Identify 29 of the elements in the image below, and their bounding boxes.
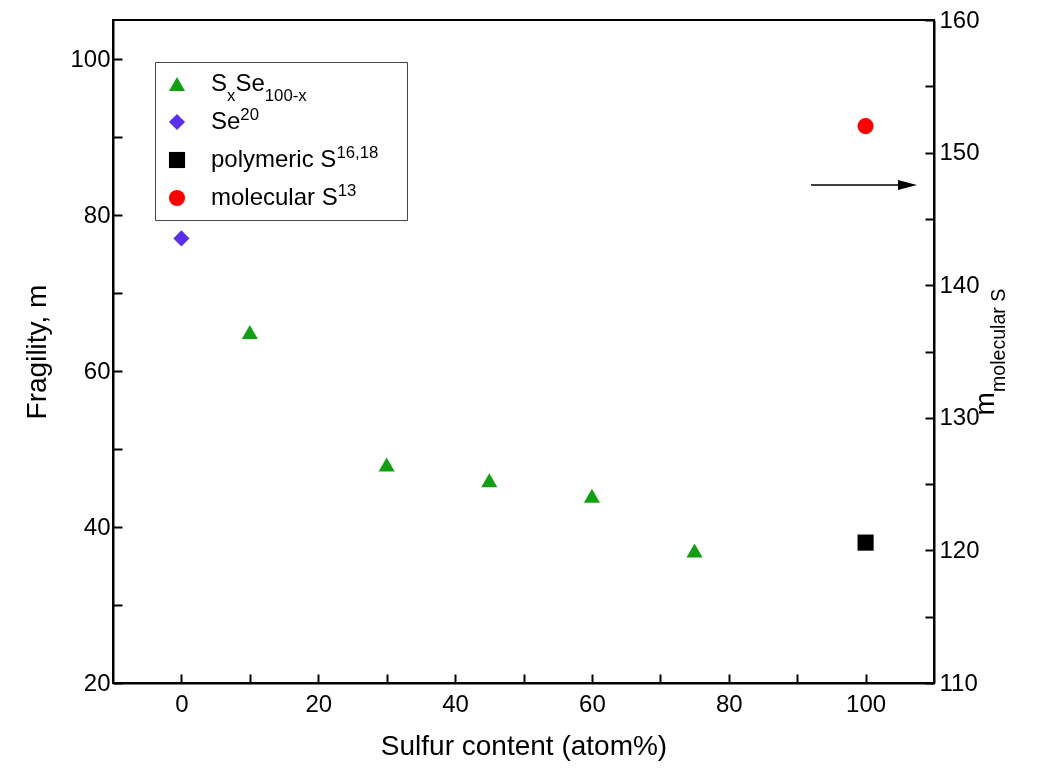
y-tick-label: 100 xyxy=(70,44,111,72)
y-tick-label: 20 xyxy=(83,668,111,696)
point xyxy=(583,488,600,503)
x-axis-title: Sulfur content (atom%) xyxy=(380,729,668,761)
point xyxy=(857,534,874,551)
x-tick-label: 20 xyxy=(305,689,333,717)
point xyxy=(378,457,395,472)
y-tick-label: 80 xyxy=(83,200,111,228)
point xyxy=(173,230,190,247)
legend-label: polymeric S$^{16,18}$ xyxy=(211,142,379,172)
x-tick-label: 100 xyxy=(846,689,887,717)
x-tick-label: 40 xyxy=(442,689,469,717)
y2-tick-label: 150 xyxy=(939,138,980,166)
y2-tick-label: 140 xyxy=(939,270,980,298)
x-tick-label: 80 xyxy=(715,689,743,717)
legend-label: Se$^{20}$ xyxy=(211,104,260,134)
y2-tick-label: 110 xyxy=(939,668,978,696)
point xyxy=(481,473,498,488)
y-axis-title: Fragility, m xyxy=(21,284,53,420)
point xyxy=(241,325,258,339)
point xyxy=(686,543,703,558)
y-tick-label: 60 xyxy=(83,356,111,384)
x-tick-label: 0 xyxy=(175,689,189,717)
legend-label: molecular S$^{13}$ xyxy=(211,180,357,210)
y-tick-label: 40 xyxy=(83,512,111,540)
x-tick-label: 60 xyxy=(579,689,606,717)
y2-tick-label: 120 xyxy=(939,535,980,563)
legend-label: S$_{x}$Se$_{100-x}$ xyxy=(211,69,308,105)
y2-tick-label: 160 xyxy=(939,5,980,33)
